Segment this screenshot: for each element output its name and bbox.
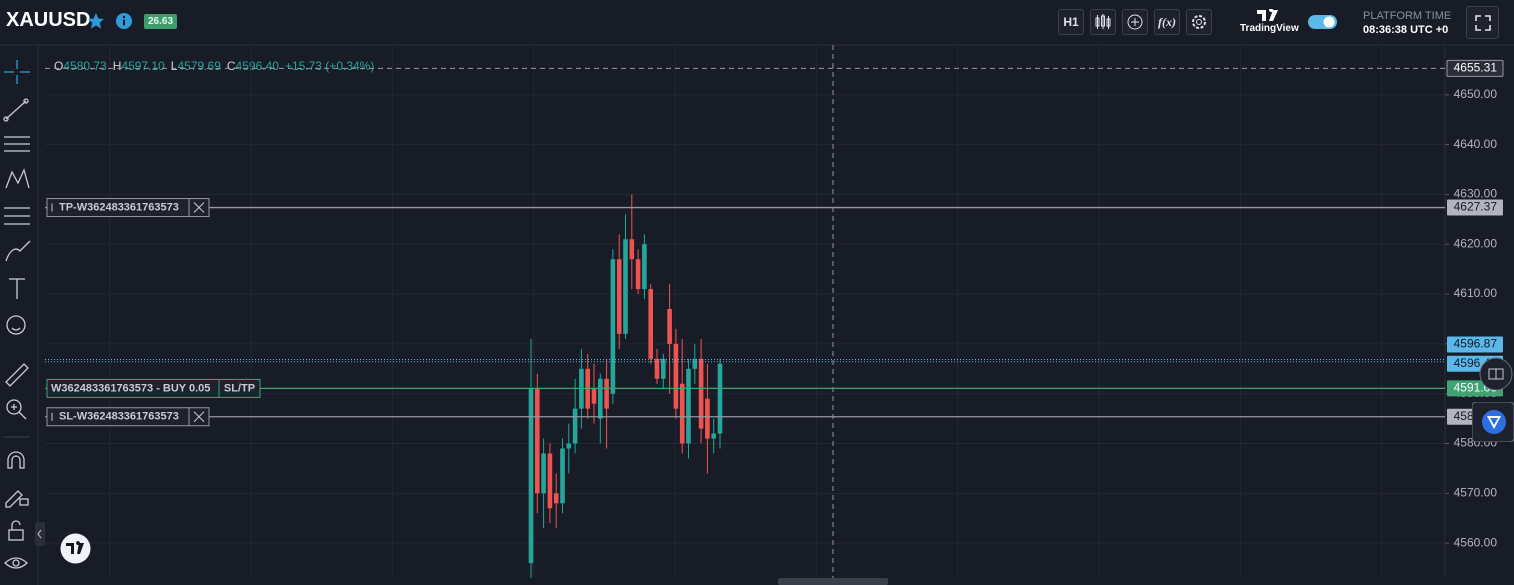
y-tick-label: 4630.00: [1454, 187, 1498, 201]
compare-button[interactable]: [1122, 9, 1148, 35]
price-label: 4596.87: [1454, 337, 1498, 351]
candle-body: [629, 239, 635, 260]
ohlc-value: 4597.10: [121, 59, 165, 73]
price-label: 4627.37: [1454, 200, 1498, 214]
candle-body: [679, 383, 685, 444]
candle-body: [616, 259, 622, 334]
candle-body: [661, 358, 666, 379]
settings-button[interactable]: [1186, 9, 1212, 35]
order-label: W362483361763573 - BUY 0.05: [51, 382, 210, 394]
spread-badge: 26.63: [144, 14, 178, 29]
candle-body: [623, 239, 628, 334]
ruler-tool[interactable]: [5, 363, 29, 387]
price-label-bg: [1447, 336, 1503, 353]
ohlc-key: O: [54, 59, 64, 73]
candle-body: [711, 433, 716, 439]
candle-body: [528, 388, 534, 564]
y-tick-label: 4560.00: [1454, 535, 1498, 549]
y-tick-label: 4640.00: [1454, 137, 1498, 151]
drawing-toolbar: [3, 60, 31, 569]
candle-body: [642, 244, 647, 290]
lock-draw-tool[interactable]: [5, 490, 29, 508]
brand: TradingView: [1240, 23, 1299, 34]
candle-body: [535, 388, 540, 494]
tv-watermark[interactable]: [60, 533, 91, 564]
ohlc-key: H: [112, 59, 122, 73]
ohlc-legend: O4580.73 H4597.10 L4579.69 C4596.40 +15.73 (…: [54, 59, 380, 73]
candle-body: [686, 368, 691, 444]
ohlc-value: +15.73 (+0.34%): [284, 59, 375, 73]
indicators-button[interactable]: f(x): [1154, 9, 1180, 35]
candle-body: [572, 408, 578, 444]
collapse-tab[interactable]: [35, 522, 45, 546]
ohlc-key: L: [170, 59, 178, 73]
candle-body: [698, 358, 704, 429]
lock-tool[interactable]: [8, 520, 24, 541]
toggle[interactable]: [1308, 14, 1338, 30]
magnet-tool[interactable]: [7, 451, 25, 469]
ohlc-value: 4596.40: [235, 59, 279, 73]
candle-body: [547, 453, 553, 509]
candle-body: [610, 259, 616, 394]
tradingview-logo: [1257, 9, 1278, 21]
side-logo-button[interactable]: [1472, 402, 1514, 442]
emoji-tool[interactable]: [6, 315, 26, 335]
close-icon: [193, 202, 205, 213]
candle-body: [604, 378, 609, 409]
symbol[interactable]: XAUUSD: [6, 9, 91, 31]
candle-body: [673, 343, 679, 409]
close-icon: [193, 411, 205, 423]
candle-body: [667, 309, 672, 344]
ohlc-key: C: [226, 59, 236, 73]
candle-body: [717, 363, 723, 434]
visibility-tool[interactable]: [4, 557, 28, 569]
ohlc-value: 4579.69: [177, 59, 221, 73]
scrollbar: [778, 578, 888, 585]
candle-body: [635, 259, 641, 290]
y-tick-label: 4620.00: [1454, 236, 1498, 250]
text-tool[interactable]: [9, 278, 25, 299]
pattern-tool[interactable]: [5, 168, 30, 189]
candle-body: [591, 388, 597, 404]
candle-body: [566, 443, 572, 449]
y-tick-label: 4610.00: [1454, 286, 1498, 300]
lines-tool[interactable]: [4, 136, 30, 152]
platform-time: 08:36:38 UTC +0: [1363, 24, 1449, 36]
order-tag-box: [218, 378, 261, 398]
candle-body: [692, 358, 698, 369]
trendline-tool[interactable]: [3, 98, 29, 122]
zoom-tool[interactable]: [6, 399, 27, 420]
fib-tool[interactable]: [4, 207, 30, 225]
candle-body: [560, 448, 565, 504]
candle-body: [598, 378, 603, 419]
side-button[interactable]: [1478, 356, 1514, 392]
order-label: TP-W362483361763573: [59, 201, 179, 213]
fullscreen-button[interactable]: [1466, 6, 1499, 39]
order-label: SL-W362483361763573: [59, 411, 179, 423]
candle-body: [541, 453, 546, 494]
crosshair-tool[interactable]: [4, 60, 30, 84]
candle-body: [553, 493, 559, 504]
price-label-bg: [1446, 59, 1504, 77]
platform-time-label: PLATFORM TIME: [1363, 10, 1452, 22]
price-label: 4655.31: [1454, 61, 1498, 75]
order-tag[interactable]: SL/TP: [224, 382, 255, 394]
price-label-bg: [1447, 199, 1503, 216]
candle-body: [705, 398, 710, 439]
chart-type-button[interactable]: [1090, 9, 1116, 35]
timeframe-button[interactable]: H1: [1058, 9, 1084, 35]
y-tick-label: 4570.00: [1454, 485, 1498, 499]
star-icon[interactable]: [87, 12, 105, 30]
info-icon[interactable]: [115, 12, 133, 30]
candle-body: [648, 289, 653, 359]
ohlc-value: 4580.73: [63, 59, 107, 73]
brush-tool[interactable]: [5, 240, 31, 262]
candle-body: [654, 358, 660, 379]
y-tick-label: 4650.00: [1454, 87, 1498, 101]
